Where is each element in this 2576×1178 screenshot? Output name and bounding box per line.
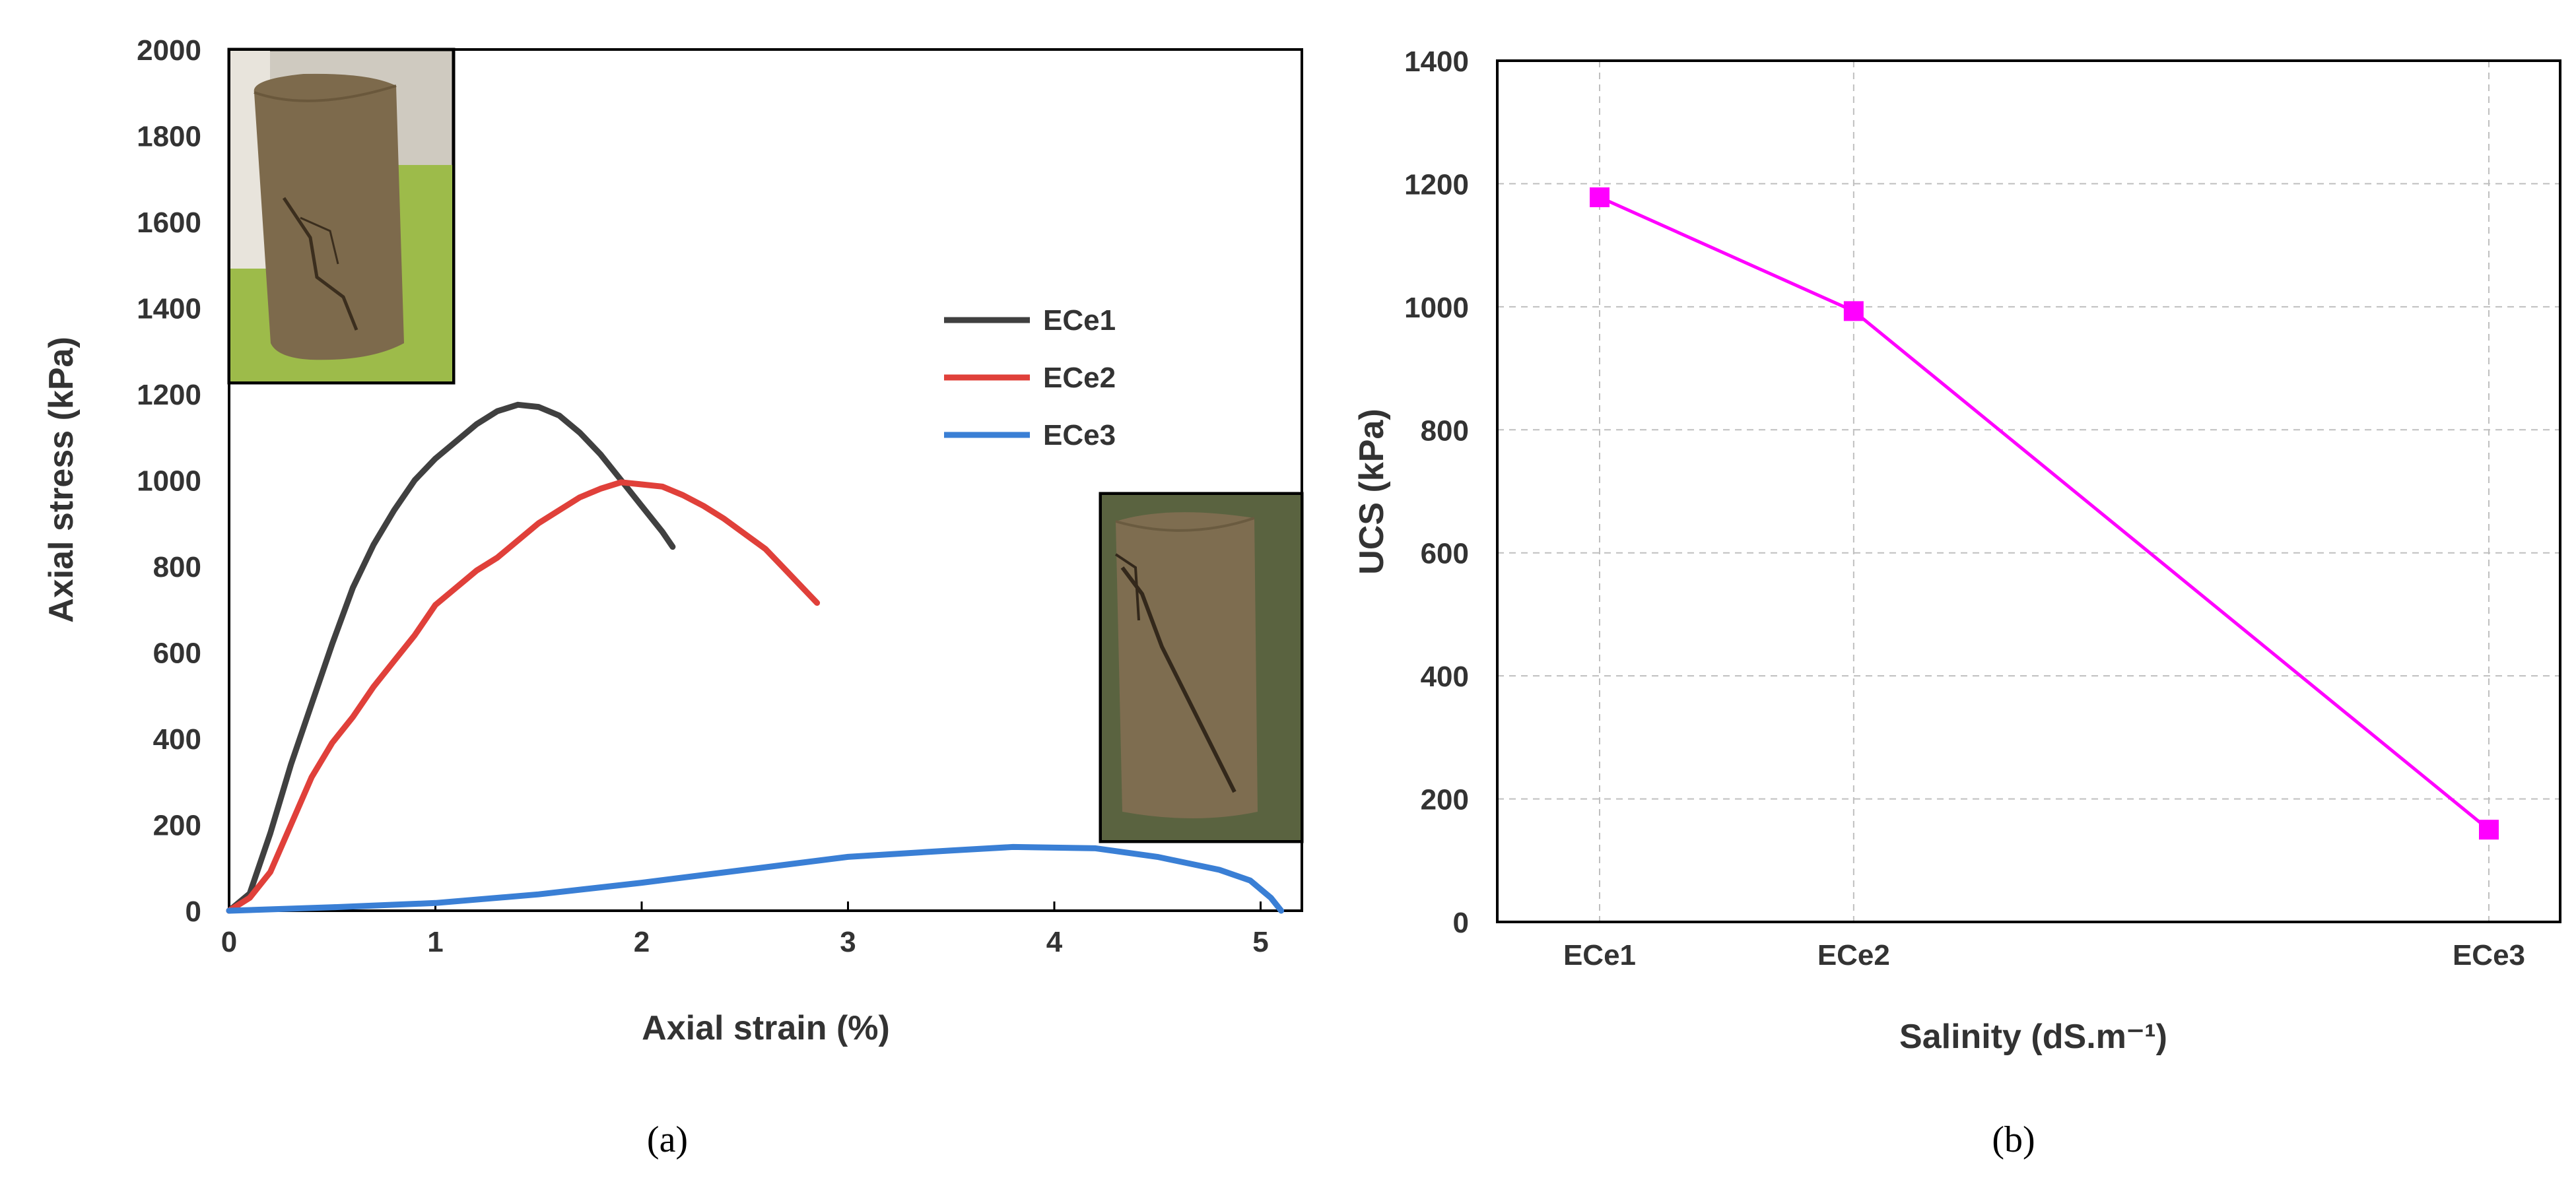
x-tick-label: ECe3 xyxy=(2453,939,2525,971)
legend-label-ece1: ECe1 xyxy=(1043,304,1116,337)
panel-label-b: (b) xyxy=(1992,1119,2035,1160)
grid-b xyxy=(1497,60,2560,923)
x-tick-label: ECe1 xyxy=(1563,939,1636,971)
y-tick-label: 0 xyxy=(186,896,201,928)
stress-strain-chart: 0 200 400 600 800 1000 1200 1400 1600 1800 2000 0 1… xyxy=(42,34,1304,1160)
y-axis-label-b: UCS (kPa) xyxy=(1353,409,1391,574)
data-point-marker xyxy=(2479,820,2499,840)
series-line-ece3 xyxy=(226,843,1285,914)
legend-label-ece3: ECe3 xyxy=(1043,419,1116,451)
panel-label-a: (a) xyxy=(647,1119,688,1160)
data-point-marker xyxy=(1590,187,1610,207)
x-tick-label: 1 xyxy=(427,926,443,958)
y-tick-label: 800 xyxy=(1421,414,1469,447)
legend-entry-ece2: ECe2 xyxy=(944,362,1116,394)
y-axis-ticks-a: 0 200 400 600 800 1000 1200 1400 1600 1800 2000 xyxy=(137,34,201,928)
y-tick-label: 1000 xyxy=(137,465,201,498)
y-tick-label: 400 xyxy=(1421,661,1469,693)
x-tick-label: ECe2 xyxy=(1817,939,1890,971)
legend-label-ece2: ECe2 xyxy=(1043,362,1116,394)
plot-frame-a xyxy=(228,48,1303,912)
x-axis-ticks-b: ECe1 ECe2 ECe3 xyxy=(1563,939,2525,971)
series-line-b xyxy=(1590,187,2499,840)
x-axis-label-a: Axial strain (%) xyxy=(642,1009,890,1047)
y-tick-label: 0 xyxy=(1453,907,1469,939)
specimen-photo-ece1 xyxy=(227,48,456,385)
series-line-ece2 xyxy=(226,479,821,914)
x-axis-ticks-a: 0 1 2 3 4 5 xyxy=(221,901,1269,958)
legend-entry-ece1: ECe1 xyxy=(944,304,1116,337)
y-tick-label: 400 xyxy=(153,723,201,756)
x-tick-label: 0 xyxy=(221,926,237,958)
plot-frame-b xyxy=(1496,59,2561,923)
y-tick-label: 800 xyxy=(153,551,201,583)
y-tick-label: 1600 xyxy=(137,207,201,239)
x-tick-label: 5 xyxy=(1252,926,1268,958)
y-tick-label: 1200 xyxy=(137,379,201,411)
y-tick-label: 200 xyxy=(1421,784,1469,816)
ucs-salinity-chart: 0 200 400 600 800 1000 1200 1400 ECe1 ECe2 ECe3 S… xyxy=(1353,46,2561,1160)
y-tick-label: 1800 xyxy=(137,121,201,153)
y-axis-ticks-b: 0 200 400 600 800 1000 1200 1400 xyxy=(1404,46,1469,939)
x-tick-label: 3 xyxy=(840,926,856,958)
y-tick-label: 1400 xyxy=(137,293,201,325)
legend-a: ECe1 ECe2 ECe3 xyxy=(944,304,1116,451)
series-lines-a xyxy=(226,401,1285,914)
y-tick-label: 600 xyxy=(153,638,201,670)
series-line-ece1 xyxy=(226,401,676,914)
x-tick-label: 2 xyxy=(634,926,650,958)
y-tick-label: 600 xyxy=(1421,538,1469,570)
y-axis-label-a: Axial stress (kPa) xyxy=(42,337,81,623)
legend-entry-ece3: ECe3 xyxy=(944,419,1116,451)
y-tick-label: 1000 xyxy=(1404,292,1469,324)
y-tick-label: 1400 xyxy=(1404,46,1469,78)
specimen-photo-ece3 xyxy=(1099,492,1304,843)
y-tick-label: 1200 xyxy=(1404,168,1469,201)
x-axis-label-b: Salinity (dS.m⁻¹) xyxy=(1899,1018,2167,1056)
y-tick-label: 2000 xyxy=(137,34,201,67)
x-tick-label: 4 xyxy=(1046,926,1063,958)
y-tick-label: 200 xyxy=(153,810,201,842)
data-point-marker xyxy=(1843,301,1864,321)
ucs-line xyxy=(1598,195,2490,832)
